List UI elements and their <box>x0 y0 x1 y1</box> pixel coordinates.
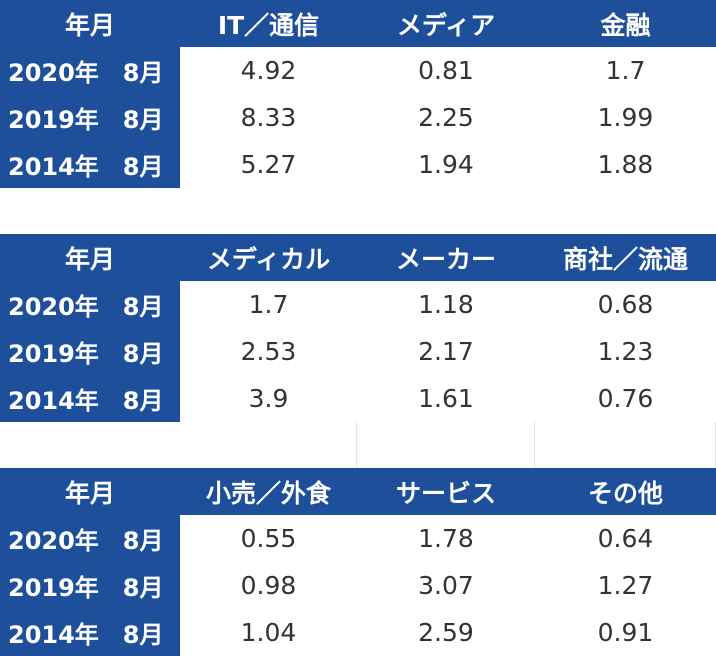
column-header: サービス <box>357 468 535 515</box>
value-cell: 0.98 <box>240 571 297 600</box>
value-cell: 0.91 <box>597 618 654 647</box>
row-label: 2020年 8月 <box>0 515 180 562</box>
value-cell: 0.55 <box>240 524 297 553</box>
value-cell: 1.88 <box>597 150 654 179</box>
value-cell: 3.9 <box>248 384 289 413</box>
value-cell: 1.94 <box>418 150 474 179</box>
column-header: メディカル <box>180 234 357 281</box>
value-cell: 0.81 <box>418 56 474 85</box>
column-header: 商社／流通 <box>535 234 716 281</box>
column-header: IT／通信 <box>180 0 357 47</box>
column-header: 金融 <box>535 0 716 47</box>
value-cell: 0.76 <box>597 384 654 413</box>
row-label: 2014年 8月 <box>0 141 180 188</box>
value-cell: 0.68 <box>597 290 654 319</box>
row-label: 2014年 8月 <box>0 609 180 656</box>
column-header: 年月 <box>0 468 180 515</box>
value-cell: 2.53 <box>240 337 297 366</box>
value-cell: 1.7 <box>605 56 646 85</box>
value-cell: 1.04 <box>240 618 297 647</box>
row-label: 2014年 8月 <box>0 375 180 422</box>
column-header: 年月 <box>0 0 180 47</box>
column-header: 年月 <box>0 234 180 281</box>
value-cell: 5.27 <box>240 150 297 179</box>
row-label: 2019年 8月 <box>0 562 180 609</box>
value-cell: 2.59 <box>418 618 474 647</box>
empty-cell <box>535 422 716 469</box>
value-cell: 1.23 <box>597 337 654 366</box>
value-cell: 1.27 <box>597 571 654 600</box>
value-cell: 4.92 <box>240 56 297 85</box>
row-label: 2020年 8月 <box>0 281 180 328</box>
value-cell: 2.25 <box>418 103 474 132</box>
column-header: その他 <box>535 468 716 515</box>
empty-cell <box>180 422 357 469</box>
row-label: 2020年 8月 <box>0 47 180 94</box>
value-cell: 1.18 <box>418 290 474 319</box>
value-cell: 3.07 <box>418 571 474 600</box>
column-header: 小売／外食 <box>180 468 357 515</box>
column-header: メディア <box>357 0 535 47</box>
value-cell: 1.7 <box>248 290 289 319</box>
value-cell: 2.17 <box>418 337 474 366</box>
row-label: 2019年 8月 <box>0 94 180 141</box>
value-cell: 1.61 <box>418 384 474 413</box>
value-cell: 8.33 <box>240 103 297 132</box>
column-header: メーカー <box>357 234 535 281</box>
value-cell: 0.64 <box>597 524 654 553</box>
empty-cell <box>357 422 535 469</box>
value-cell: 1.99 <box>597 103 654 132</box>
row-label: 2019年 8月 <box>0 328 180 375</box>
value-cell: 1.78 <box>418 524 474 553</box>
